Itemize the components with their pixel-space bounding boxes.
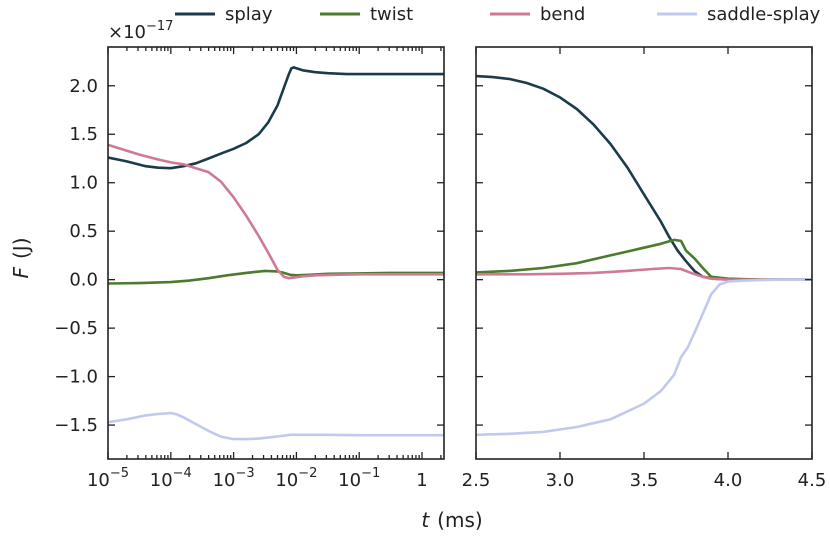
series-line-bend-panel-2 — [476, 266, 812, 281]
y-tick-label: 2.0 — [69, 76, 98, 97]
series-line-splay-panel-2 — [476, 74, 812, 281]
x-tick-label: 10−5 — [87, 466, 129, 491]
x-tick-label: 10−3 — [213, 466, 255, 491]
series-line-bend-panel-1 — [108, 143, 444, 280]
legend-label-splay: splay — [225, 4, 273, 25]
y-tick-label: −1.5 — [54, 415, 98, 436]
x-tick-label: 3.5 — [630, 470, 659, 491]
y-tick-label: −1.0 — [54, 367, 98, 388]
legend-label-twist: twist — [370, 4, 413, 25]
plot-frame — [107, 46, 445, 460]
series-line-saddle-splay-panel-1 — [108, 411, 444, 441]
right-panel-linear-axis: 2.5 3.0 3.5 4.0 4.5 — [462, 46, 827, 491]
legend-label-bend: bend — [540, 4, 585, 25]
y-tick-label: 1.5 — [69, 124, 98, 145]
legend-label-saddle-splay: saddle-splay — [707, 4, 821, 25]
y-tick-label: 0.0 — [69, 270, 98, 291]
x-tick-label: 1 — [416, 470, 427, 491]
series-line-twist-panel-1 — [108, 269, 444, 285]
y-offset-label: ×10−17 — [108, 19, 173, 43]
plot-frame — [475, 46, 813, 460]
y-tick-label: 1.0 — [69, 173, 98, 194]
y-axis-label: F(J) — [9, 237, 33, 278]
series-line-saddle-splay-panel-2 — [476, 278, 812, 437]
y-tick-label: −0.5 — [54, 318, 98, 339]
x-tick-label: 2.5 — [462, 470, 491, 491]
series-line-splay-panel-1 — [108, 66, 444, 170]
x-tick-label: 10−4 — [150, 466, 192, 491]
x-tick-label: 10−1 — [338, 466, 380, 491]
left-panel-log-axis: 2.0 1.5 1.0 0.5 0.0 −0.5 −1.0 −1.5 10−5 10−4 10−3 1… — [54, 46, 445, 491]
x-tick-label: 3.0 — [546, 470, 575, 491]
legend: splay twist bend saddle-splay — [175, 4, 821, 25]
x-tick-label: 4.5 — [798, 470, 827, 491]
x-tick-label: 10−2 — [275, 466, 317, 491]
x-tick-label: 4.0 — [714, 470, 743, 491]
y-tick-label: 0.5 — [69, 221, 98, 242]
x-axis-label: t (ms) — [421, 508, 482, 532]
